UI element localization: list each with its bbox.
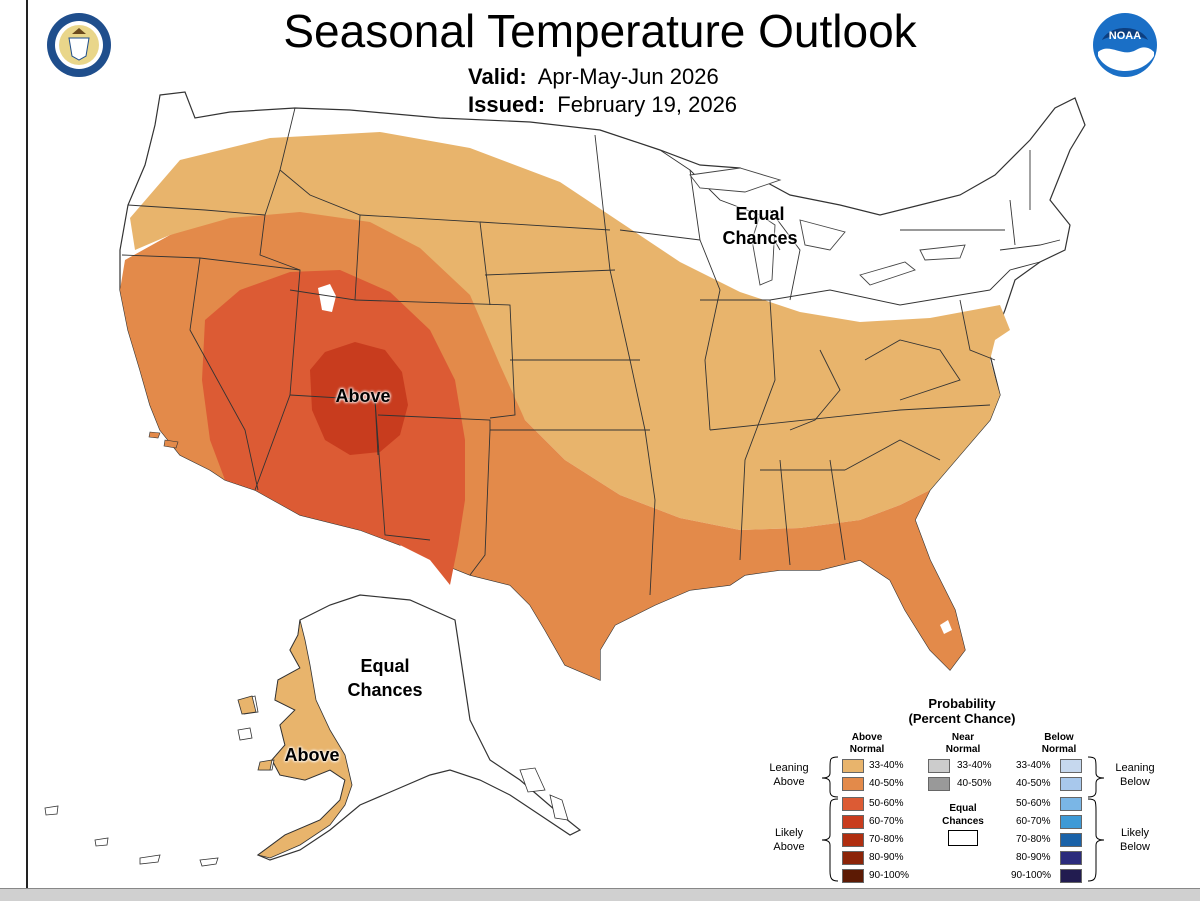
valid-value: Apr-May-Jun 2026 — [537, 64, 719, 89]
legend-near-header-line2: Normal — [945, 744, 981, 755]
state-boundaries — [121, 107, 1061, 596]
legend-above-header: Above Normal — [832, 732, 902, 756]
issued-value: February 19, 2026 — [557, 92, 738, 117]
legend-below-header-line1: Below — [1044, 732, 1074, 743]
legend-likely-below-line2: Below — [1120, 841, 1150, 853]
legend-range-above: 33-40% — [869, 760, 904, 771]
alaska-above-label: Above — [284, 745, 340, 765]
legend-near-header: Near Normal — [928, 732, 998, 756]
legend-leaning-above-line1: Leaning — [769, 762, 809, 774]
legend-range-above: 60-70% — [869, 816, 904, 827]
legend-swatch-above-90-100 — [842, 869, 864, 883]
legend-range-below: 70-80% — [1016, 834, 1051, 845]
legend-swatch-below-60-70 — [1060, 815, 1082, 829]
alaska-island-above — [237, 695, 273, 771]
valid-label: Valid: — [468, 64, 527, 89]
legend-swatch-above-70-80 — [842, 833, 864, 847]
legend-range-near: 40-50% — [957, 778, 992, 789]
legend-range-above: 40-50% — [869, 778, 904, 789]
band-above-60-70 — [310, 342, 408, 455]
legend-range-above: 90-100% — [869, 870, 910, 881]
legend-likely-below: Likely Below — [1106, 826, 1164, 854]
legend-range-below: 50-60% — [1016, 798, 1051, 809]
legend-below-header: Below Normal — [1024, 732, 1094, 756]
legend-leaning-above-line2: Above — [773, 776, 805, 788]
legend-swatch-below-50-60 — [1060, 797, 1082, 811]
legend-swatch-below-70-80 — [1060, 833, 1082, 847]
legend-range-above: 70-80% — [869, 834, 904, 845]
legend-equal-line2: Chances — [942, 816, 984, 827]
legend-range-above: 80-90% — [869, 852, 904, 863]
legend-near-header-line1: Near — [951, 732, 975, 743]
department-of-commerce-seal-icon — [47, 13, 111, 77]
legend-swatch-below-40-50 — [1060, 777, 1082, 791]
issued-label: Issued: — [468, 92, 546, 117]
legend-range-below: 60-70% — [1016, 816, 1051, 827]
legend-swatch-near-33-40 — [928, 759, 950, 773]
islands — [148, 431, 179, 449]
legend-range-above: 50-60% — [869, 798, 904, 809]
legend-leaning-below-line2: Below — [1120, 776, 1150, 788]
legend-range-below: 33-40% — [1016, 760, 1051, 771]
legend-swatch-above-40-50 — [842, 777, 864, 791]
left-border — [26, 0, 28, 888]
legend-likely-above-line1: Likely — [774, 827, 804, 839]
bottom-border — [0, 888, 1200, 901]
lake-icon — [318, 284, 336, 312]
legend-above-header-line2: Normal — [849, 744, 885, 755]
legend-left-braces — [821, 756, 839, 882]
legend-swatch-near-40-50 — [928, 777, 950, 791]
conus-above-label: Above — [335, 386, 391, 406]
lake-icon — [940, 620, 952, 634]
legend-likely-below-line1: Likely — [1120, 827, 1150, 839]
legend-likely-above-line2: Above — [773, 841, 805, 853]
legend-range-below: 80-90% — [1016, 852, 1051, 863]
alaska-above-band — [257, 619, 353, 859]
legend-title: Probability (Percent Chance) — [880, 696, 1044, 726]
legend-range-below: 90-100% — [1011, 870, 1052, 881]
great-lakes — [689, 167, 966, 286]
legend-swatch-below-90-100 — [1060, 869, 1082, 883]
legend-below-header-line2: Normal — [1041, 744, 1077, 755]
legend-swatch-below-80-90 — [1060, 851, 1082, 865]
legend-range-below: 40-50% — [1016, 778, 1051, 789]
page-title: Seasonal Temperature Outlook — [283, 5, 917, 57]
legend-equal-chances: Equal Chances — [928, 802, 998, 828]
issued-date: Issued: February 19, 2026 — [468, 92, 737, 118]
legend-likely-above: Likely Above — [760, 826, 818, 854]
noaa-logo-icon: NOAA — [1093, 13, 1157, 77]
legend-swatch-above-80-90 — [842, 851, 864, 865]
legend-leaning-below: Leaning Below — [1106, 761, 1164, 789]
legend-title-line2: (Percent Chance) — [908, 711, 1016, 726]
legend-range-near: 33-40% — [957, 760, 992, 771]
alaska-equal-line1: Equal — [360, 656, 410, 676]
legend-swatch-below-33-40 — [1060, 759, 1082, 773]
legend-equal-line1: Equal — [949, 803, 977, 814]
legend-swatch-equal-chances — [948, 830, 978, 846]
legend-leaning-below-line1: Leaning — [1115, 762, 1155, 774]
legend-swatch-above-33-40 — [842, 759, 864, 773]
legend-swatch-above-60-70 — [842, 815, 864, 829]
conus-equal-chances-label: Equal Chances — [700, 202, 820, 250]
conus-equal-line2: Chances — [722, 228, 798, 248]
conus-equal-line1: Equal — [735, 204, 785, 224]
band-above-33-40 — [130, 132, 1010, 530]
legend-leaning-above: Leaning Above — [760, 761, 818, 789]
legend-right-braces — [1087, 756, 1105, 882]
legend-swatch-above-50-60 — [842, 797, 864, 811]
valid-period: Valid: Apr-May-Jun 2026 — [468, 64, 719, 90]
legend-above-header-line1: Above — [851, 732, 883, 743]
alaska-equal-line2: Chances — [347, 680, 423, 700]
noaa-logo-text: NOAA — [1109, 30, 1141, 42]
legend-title-line1: Probability — [928, 696, 996, 711]
alaska-equal-chances-label: Equal Chances — [325, 654, 445, 702]
